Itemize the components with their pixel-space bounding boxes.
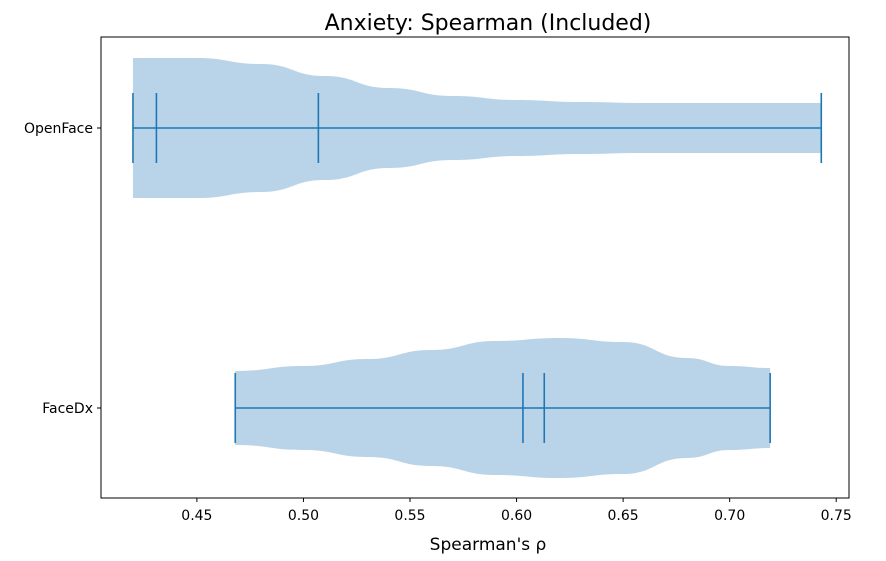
chart-title: Anxiety: Spearman (Included): [325, 11, 652, 36]
x-axis: 0.45 0.50 0.55 0.60 0.65 0.70 0.75: [181, 498, 852, 524]
x-axis-label: Spearman's ρ: [430, 535, 547, 555]
x-tick-label-4: 0.65: [608, 508, 639, 524]
x-tick-label-6: 0.75: [821, 508, 852, 524]
y-tick-label-openface: OpenFace: [24, 121, 93, 137]
y-axis: OpenFace FaceDx: [24, 121, 101, 417]
plot-frame: [100, 36, 850, 499]
violins-layer: [132, 58, 823, 478]
x-tick-label-0: 0.45: [181, 508, 212, 524]
x-tick-label-1: 0.50: [288, 508, 319, 524]
y-tick-label-facedx: FaceDx: [42, 401, 93, 417]
x-tick-label-2: 0.55: [394, 508, 425, 524]
x-tick-label-5: 0.70: [714, 508, 745, 524]
x-tick-label-3: 0.60: [501, 508, 532, 524]
